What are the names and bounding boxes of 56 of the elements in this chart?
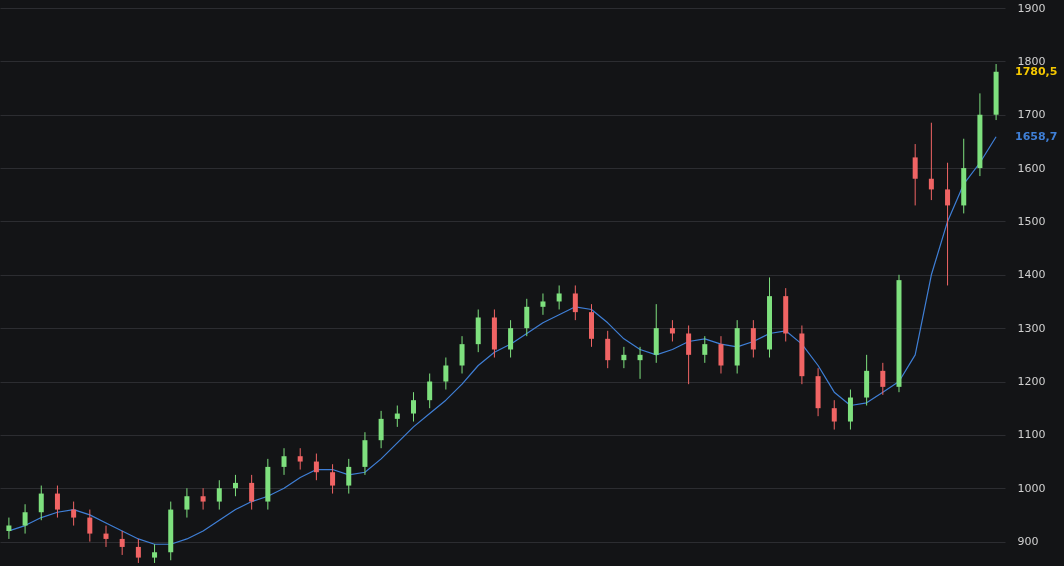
candlestick: [508, 319, 514, 358]
candlestick: [410, 391, 416, 423]
candlestick: [750, 319, 756, 358]
candlestick: [71, 501, 77, 527]
candlestick: [912, 143, 918, 206]
candlestick: [459, 335, 465, 375]
candlestick: [928, 122, 934, 201]
candlestick: [718, 335, 724, 375]
candlestick: [394, 405, 400, 428]
candlestick: [87, 509, 93, 543]
candlestick: [945, 162, 951, 286]
line-series: [8, 136, 997, 545]
candlestick: [443, 357, 449, 391]
candlestick: [216, 479, 222, 511]
candlestick: [702, 335, 708, 364]
candlestick: [38, 485, 44, 521]
candlestick: [135, 538, 141, 564]
candlestick: [103, 525, 109, 548]
candlestick: [637, 346, 643, 380]
y-tick-label: 1400: [1017, 268, 1046, 282]
candlestick: [6, 517, 12, 540]
y-tick-label: 900: [1017, 535, 1039, 549]
candlestick: [346, 458, 352, 495]
candlestick: [605, 330, 611, 369]
candlestick: [572, 284, 578, 321]
candlestick: [427, 373, 433, 409]
candlestick: [152, 543, 158, 564]
candlestick: [184, 487, 190, 519]
text: 1658,7: [1015, 129, 1058, 143]
candlestick: [200, 487, 206, 511]
candlestick: [880, 362, 886, 396]
y-tick-label: 1100: [1017, 428, 1046, 442]
candlestick: [297, 447, 303, 471]
candlestick: [556, 284, 562, 310]
candlestick: [22, 503, 28, 535]
candlestick: [831, 399, 837, 431]
y-tick-label: 1000: [1017, 481, 1046, 495]
candlestick: [249, 474, 255, 511]
y-tick-label: 1300: [1017, 321, 1046, 335]
y-tick-label: 1500: [1017, 214, 1046, 228]
candlestick: [686, 324, 692, 385]
y-tick-label: 1200: [1017, 375, 1046, 389]
y-tick-label: 1700: [1017, 108, 1046, 122]
candlestick: [119, 530, 125, 556]
candlestick: [540, 292, 546, 316]
candlestick: [54, 485, 60, 519]
candlestick: [621, 346, 627, 369]
candlestick: [669, 319, 675, 342]
candlestick: [281, 447, 287, 476]
y-tick-label: 1600: [1017, 161, 1046, 175]
candlestick: [330, 463, 336, 495]
y-tick-label: 1900: [1017, 1, 1046, 15]
candlestick: [378, 410, 384, 449]
candlestick: [524, 298, 530, 337]
candlestick: [232, 474, 238, 497]
candlestick: [313, 453, 319, 481]
